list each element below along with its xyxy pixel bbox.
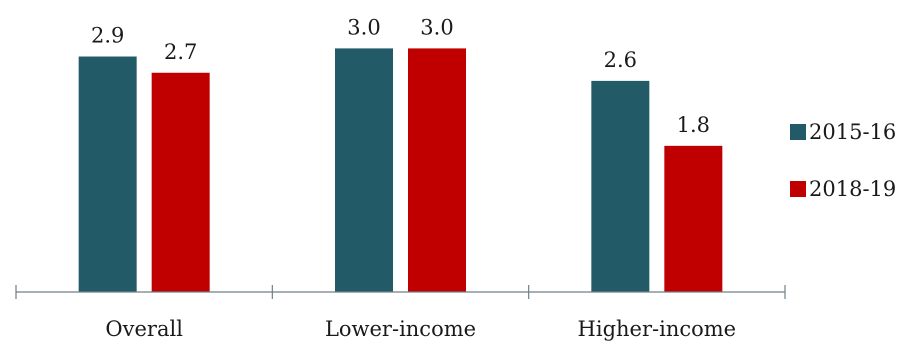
category-labels-group: Overall Lower-income Higher-income <box>105 317 736 341</box>
value-labels-group: 2.9 2.7 3.0 3.0 2.6 1.8 <box>91 15 710 136</box>
category-label-overall: Overall <box>105 317 183 341</box>
value-label-lower-income-2018-19: 3.0 <box>420 15 453 39</box>
bars-group <box>78 48 723 293</box>
value-label-overall-2018-19: 2.7 <box>164 40 197 64</box>
x-axis <box>15 285 786 299</box>
value-label-higher-income-2015-16: 2.6 <box>604 48 637 72</box>
category-label-lower-income: Lower-income <box>325 317 476 341</box>
value-label-higher-income-2018-19: 1.8 <box>677 113 710 137</box>
legend-label-2018-19: 2018-19 <box>809 177 896 201</box>
value-label-lower-income-2015-16: 3.0 <box>347 15 380 39</box>
bar-lower-income-2015-16 <box>335 48 393 293</box>
bar-overall-2018-19 <box>151 72 210 292</box>
bar-higher-income-2015-16 <box>591 80 650 292</box>
legend-label-2015-16: 2015-16 <box>809 120 896 144</box>
bar-overall-2015-16 <box>78 56 137 292</box>
category-label-higher-income: Higher-income <box>578 317 737 341</box>
legend: 2015-16 2018-19 <box>790 120 896 201</box>
legend-swatch-2018-19 <box>790 181 806 197</box>
value-label-overall-2015-16: 2.9 <box>91 24 124 48</box>
legend-swatch-2015-16 <box>790 124 806 140</box>
bar-lower-income-2018-19 <box>408 48 466 293</box>
bar-higher-income-2018-19 <box>664 145 723 292</box>
